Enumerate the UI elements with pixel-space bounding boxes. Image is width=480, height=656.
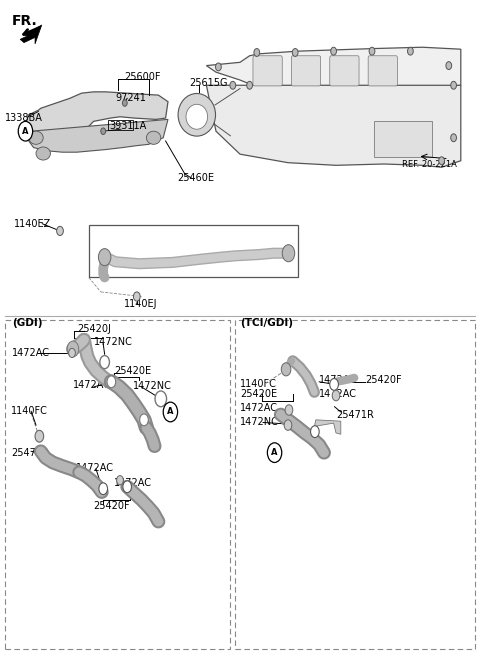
Text: 39311A: 39311A — [109, 121, 147, 131]
Text: (TCI/GDI): (TCI/GDI) — [240, 318, 293, 328]
Circle shape — [57, 226, 63, 236]
Text: 25420E: 25420E — [114, 365, 151, 376]
Text: 25471R: 25471R — [336, 409, 374, 420]
Ellipse shape — [29, 131, 43, 144]
Circle shape — [155, 391, 167, 407]
Circle shape — [439, 157, 444, 165]
Circle shape — [330, 379, 338, 390]
Circle shape — [101, 128, 106, 134]
Circle shape — [282, 245, 295, 262]
Circle shape — [99, 483, 108, 495]
Bar — [89, 225, 298, 277]
Text: 1140EZ: 1140EZ — [14, 218, 52, 229]
Text: 1472NC: 1472NC — [94, 337, 133, 348]
Circle shape — [35, 430, 44, 442]
Text: 1338BA: 1338BA — [5, 113, 43, 123]
Text: A: A — [167, 407, 174, 417]
Text: 1472NC: 1472NC — [240, 417, 279, 428]
Circle shape — [311, 426, 319, 438]
Ellipse shape — [36, 147, 50, 160]
Circle shape — [451, 81, 456, 89]
Bar — [235, 320, 475, 649]
Text: 1472AC: 1472AC — [76, 462, 114, 473]
Circle shape — [123, 481, 132, 493]
Circle shape — [332, 390, 340, 401]
Text: REF. 20-221A: REF. 20-221A — [402, 160, 457, 169]
Polygon shape — [314, 420, 341, 434]
Circle shape — [107, 376, 116, 388]
Circle shape — [133, 292, 140, 301]
Circle shape — [247, 81, 252, 89]
Circle shape — [281, 363, 291, 376]
Circle shape — [69, 348, 75, 358]
Circle shape — [446, 62, 452, 70]
Circle shape — [254, 49, 260, 56]
Ellipse shape — [178, 93, 216, 136]
Polygon shape — [26, 92, 168, 141]
Text: 25471R: 25471R — [11, 447, 49, 458]
Text: 25463G: 25463G — [226, 249, 264, 260]
Circle shape — [67, 341, 79, 357]
Text: (GDI): (GDI) — [12, 318, 43, 328]
FancyBboxPatch shape — [253, 56, 282, 86]
Text: 1472AC: 1472AC — [240, 403, 278, 413]
FancyBboxPatch shape — [291, 56, 321, 86]
Circle shape — [408, 47, 413, 55]
Circle shape — [140, 414, 148, 426]
FancyBboxPatch shape — [330, 56, 359, 86]
Text: 25462B: 25462B — [92, 236, 130, 246]
Circle shape — [284, 420, 292, 430]
Ellipse shape — [186, 104, 208, 129]
Text: 25420J: 25420J — [77, 324, 111, 335]
Text: 25420F: 25420F — [94, 501, 130, 512]
Text: A: A — [22, 127, 29, 136]
Circle shape — [292, 49, 298, 56]
Ellipse shape — [146, 131, 161, 144]
Circle shape — [331, 47, 336, 55]
Circle shape — [122, 100, 127, 106]
Polygon shape — [26, 119, 168, 152]
Text: 1472AC: 1472AC — [319, 375, 357, 386]
Circle shape — [98, 249, 111, 266]
Text: 25420E: 25420E — [240, 388, 277, 399]
Circle shape — [117, 476, 123, 485]
Text: 97241: 97241 — [115, 93, 146, 104]
Text: 1472AC: 1472AC — [114, 478, 152, 489]
Text: 25600F: 25600F — [124, 72, 160, 83]
Circle shape — [285, 405, 293, 415]
Text: 25420F: 25420F — [365, 375, 401, 386]
Circle shape — [230, 81, 236, 89]
Text: 1472AC: 1472AC — [319, 388, 357, 399]
Circle shape — [163, 402, 178, 422]
Text: 1472AC: 1472AC — [12, 348, 49, 358]
Polygon shape — [20, 25, 42, 44]
Circle shape — [451, 134, 456, 142]
Text: A: A — [271, 448, 278, 457]
Circle shape — [100, 356, 109, 369]
Circle shape — [267, 443, 282, 462]
Text: 1472AC: 1472AC — [73, 380, 111, 390]
FancyBboxPatch shape — [368, 56, 397, 86]
Text: 1140FC: 1140FC — [240, 379, 277, 389]
Bar — [5, 320, 230, 649]
Circle shape — [369, 47, 375, 55]
Text: 25460E: 25460E — [178, 173, 215, 184]
Bar — [374, 121, 432, 157]
Text: 1140FC: 1140FC — [11, 406, 48, 417]
Text: 25615G: 25615G — [190, 77, 228, 88]
Text: 1472NC: 1472NC — [133, 380, 172, 391]
Circle shape — [18, 121, 33, 141]
Polygon shape — [206, 47, 461, 95]
Text: FR.: FR. — [12, 14, 38, 28]
Polygon shape — [206, 85, 461, 167]
Circle shape — [216, 63, 221, 71]
Text: 1140EJ: 1140EJ — [124, 299, 157, 310]
